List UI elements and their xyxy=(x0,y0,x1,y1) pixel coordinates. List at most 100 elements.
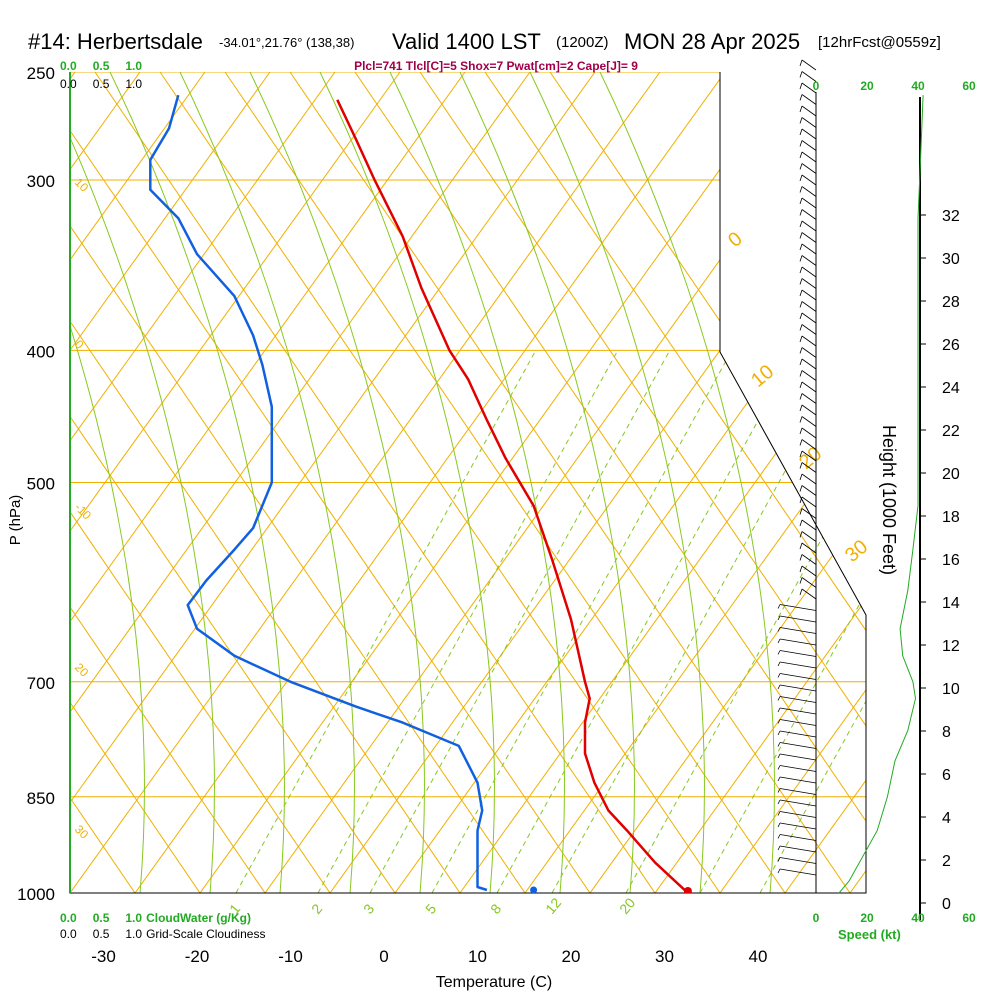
speed-axis-title: Speed (kt) xyxy=(838,927,901,942)
grid-layer xyxy=(70,72,866,893)
height-tick-label: 14 xyxy=(942,595,960,612)
wind-barb-flag xyxy=(799,301,803,308)
dry-adiabat-line xyxy=(70,72,331,893)
wind-barb-flag xyxy=(799,393,803,400)
wind-barb xyxy=(779,868,817,876)
mixing-ratio-label: 5 xyxy=(422,901,439,917)
isotherm-line xyxy=(654,72,866,893)
moist-adiabat-line xyxy=(389,72,565,893)
wind-barb xyxy=(779,742,817,749)
mixing-ratio-label: 20 xyxy=(616,895,638,917)
wind-barb-flag xyxy=(777,822,781,828)
wind-barb-flag xyxy=(799,554,803,561)
wind-barb-flag xyxy=(777,765,781,770)
wind-barb-flag xyxy=(777,868,781,874)
isotherm-line xyxy=(134,72,726,893)
wind-barb-flag xyxy=(799,151,803,159)
height-tick-label: 6 xyxy=(942,767,951,784)
surface-temperature-dot xyxy=(683,887,692,893)
wind-barbs xyxy=(777,59,924,894)
wind-barb-flag xyxy=(799,542,803,550)
wind-barb-flag xyxy=(799,450,803,458)
wind-barb-flag xyxy=(799,209,803,216)
isotherm-line xyxy=(70,72,466,893)
cloud-scale-top-green: 0.0 0.5 1.0 xyxy=(60,59,142,73)
wind-barb-flag xyxy=(799,278,803,285)
wind-barb-flag xyxy=(799,427,803,435)
mixing-ratio-line xyxy=(759,349,866,893)
wind-barb xyxy=(779,696,817,703)
wind-barb-flag xyxy=(777,673,781,678)
dry-adiabat-label: 10 xyxy=(72,175,92,195)
height-tick-label: 12 xyxy=(942,638,960,655)
station-coords: -34.01°,21.76° (138,38) xyxy=(219,35,354,50)
wind-barb xyxy=(801,243,817,255)
wind-barb-flag xyxy=(799,462,803,469)
pressure-tick-label: 500 xyxy=(27,475,55,494)
cloud-scale-top-black: 0.0 0.5 1.0 xyxy=(60,77,142,91)
wind-barb xyxy=(779,627,817,634)
temp-tick-label: -10 xyxy=(278,947,303,966)
wind-barb-flag xyxy=(799,312,803,320)
isotherm-line xyxy=(70,72,531,893)
valid-time: Valid 1400 LST xyxy=(392,29,541,54)
moist-adiabat-label: 0 xyxy=(724,228,747,252)
cloud-scale-bottom-green: 0.0 0.5 1.0 CloudWater (g/Kg) xyxy=(60,911,251,925)
wind-barb-flag xyxy=(799,71,803,78)
wind-barb-flag xyxy=(799,473,803,481)
wind-barb xyxy=(779,707,817,715)
wind-barb xyxy=(801,151,817,163)
temperature-line xyxy=(336,99,689,893)
wind-barb xyxy=(801,508,817,519)
wind-barb xyxy=(801,427,817,439)
wind-barb xyxy=(801,358,817,370)
speed-tick-label: 20 xyxy=(860,911,874,925)
wind-barb xyxy=(801,163,817,174)
wind-barb xyxy=(779,776,817,784)
wind-barb xyxy=(801,186,817,197)
wind-barb xyxy=(779,673,817,680)
wind-barb-flag xyxy=(799,197,803,205)
wind-barb xyxy=(801,335,817,347)
dry-adiabat-label: 20 xyxy=(72,660,92,680)
mixing-ratio-line xyxy=(317,349,619,893)
wind-barb-flag xyxy=(799,508,803,515)
wind-barb xyxy=(801,416,817,427)
wind-barb-flag xyxy=(777,696,781,701)
wind-barb xyxy=(801,450,817,462)
temp-tick-label: -30 xyxy=(91,947,116,966)
speed-tick-label: 0 xyxy=(813,79,820,93)
height-tick-label: 22 xyxy=(942,423,960,440)
isotherm-line xyxy=(70,72,596,893)
temp-tick-label: -20 xyxy=(185,947,210,966)
wind-barb-flag xyxy=(799,94,803,101)
wind-barb xyxy=(779,638,817,646)
wind-barb-flag xyxy=(777,857,781,862)
wind-barb-flag xyxy=(799,82,803,90)
mixing-ratio-label: 3 xyxy=(360,901,377,917)
wind-barb-flag xyxy=(799,577,803,584)
isotherm-line xyxy=(394,72,866,893)
wind-barb-flag xyxy=(777,742,781,747)
wind-barb-flag xyxy=(799,358,803,366)
moist-adiabat-line xyxy=(179,72,355,893)
moist-adiabat-line xyxy=(70,72,215,893)
wind-barb xyxy=(801,473,817,485)
height-tick-label: 20 xyxy=(942,466,960,483)
wind-barb xyxy=(801,485,817,496)
cloud-scale-bottom-black: 0.0 0.5 1.0 Grid-Scale Cloudiness xyxy=(60,927,265,941)
wind-barb xyxy=(779,684,817,692)
stability-indices: Plcl=741 Tlcl[C]=5 Shox=7 Pwat[cm]=2 Cap… xyxy=(354,59,638,73)
moist-adiabat-line xyxy=(319,72,495,893)
wind-barb-flag xyxy=(799,220,803,228)
wind-barb xyxy=(801,289,817,301)
temp-tick-label: 20 xyxy=(562,947,581,966)
moist-adiabat-line xyxy=(529,72,705,893)
wind-barb-flag xyxy=(799,174,803,182)
temp-tick-label: 10 xyxy=(468,947,487,966)
wind-barb xyxy=(779,857,817,864)
height-tick-label: 10 xyxy=(942,681,960,698)
pressure-tick-label: 300 xyxy=(27,172,55,191)
dry-adiabat-line xyxy=(484,72,866,893)
forecast-run: [12hrFcst@0559z] xyxy=(818,34,941,51)
